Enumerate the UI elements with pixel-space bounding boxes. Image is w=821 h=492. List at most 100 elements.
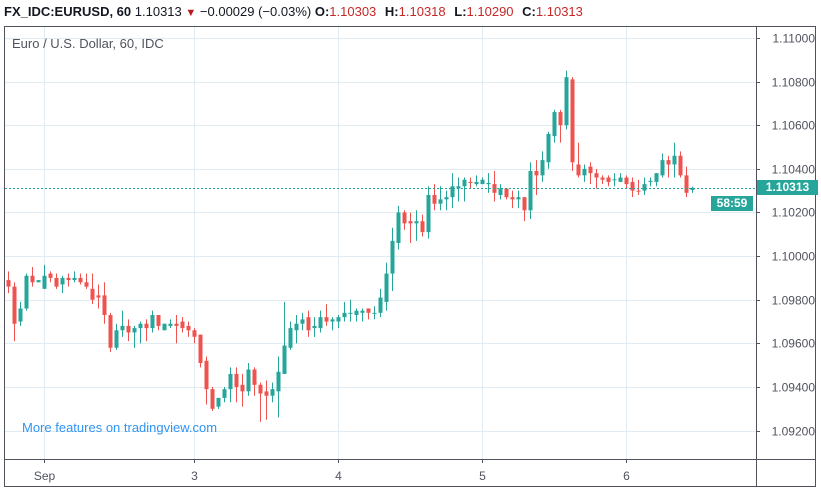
candle-up[interactable]	[546, 133, 551, 163]
candle-down[interactable]	[54, 277, 59, 287]
candle-down[interactable]	[90, 288, 95, 300]
candle-down[interactable]	[594, 173, 599, 178]
candle-down[interactable]	[600, 177, 605, 180]
candle-down[interactable]	[534, 171, 539, 176]
candle-up[interactable]	[462, 179, 467, 187]
candle-up[interactable]	[672, 155, 677, 165]
candle-up[interactable]	[288, 328, 293, 348]
candle-up[interactable]	[618, 177, 623, 182]
candle-down[interactable]	[684, 175, 689, 193]
candle-down[interactable]	[588, 166, 593, 174]
candle-down[interactable]	[102, 295, 107, 315]
candle-down[interactable]	[420, 221, 425, 233]
candle-up[interactable]	[216, 397, 221, 407]
candle-up[interactable]	[36, 280, 41, 283]
candle-up[interactable]	[480, 179, 485, 185]
candle-up[interactable]	[612, 179, 617, 181]
candle-down[interactable]	[108, 315, 113, 348]
candle-up[interactable]	[498, 188, 503, 195]
candle-down[interactable]	[192, 330, 197, 337]
candle-down[interactable]	[258, 384, 263, 394]
candle-up[interactable]	[228, 373, 233, 390]
candle-up[interactable]	[372, 312, 377, 314]
candle-up[interactable]	[438, 199, 443, 204]
candle-down[interactable]	[408, 221, 413, 224]
candle-up[interactable]	[414, 221, 419, 224]
candle-down[interactable]	[180, 321, 185, 329]
candle-up[interactable]	[138, 323, 143, 329]
candle-up[interactable]	[564, 77, 569, 126]
candle-up[interactable]	[294, 323, 299, 331]
candle-up[interactable]	[450, 186, 455, 198]
candle-up[interactable]	[162, 323, 167, 331]
candle-up[interactable]	[654, 173, 659, 182]
candle-down[interactable]	[84, 282, 89, 287]
candle-down[interactable]	[240, 384, 245, 392]
candle-down[interactable]	[198, 334, 203, 363]
candle-up[interactable]	[690, 187, 695, 190]
candle-up[interactable]	[648, 180, 653, 182]
candle-down[interactable]	[630, 181, 635, 191]
candle-down[interactable]	[66, 277, 71, 281]
candle-up[interactable]	[384, 273, 389, 302]
candle-down[interactable]	[204, 360, 209, 390]
candle-up[interactable]	[276, 371, 281, 392]
candle-up[interactable]	[270, 389, 275, 396]
candle-down[interactable]	[666, 160, 671, 165]
candle-up[interactable]	[300, 319, 305, 324]
candle-down[interactable]	[126, 325, 131, 333]
candle-down[interactable]	[306, 317, 311, 331]
candle-down[interactable]	[678, 155, 683, 176]
candle-down[interactable]	[624, 177, 629, 185]
candle-up[interactable]	[582, 168, 587, 176]
candle-up[interactable]	[60, 277, 65, 285]
candle-up[interactable]	[396, 212, 401, 243]
candle-up[interactable]	[474, 181, 479, 185]
candle-down[interactable]	[234, 373, 239, 387]
candle-down[interactable]	[606, 177, 611, 182]
candle-down[interactable]	[156, 315, 161, 326]
candle-down[interactable]	[174, 323, 179, 326]
candle-up[interactable]	[132, 328, 137, 333]
candle-down[interactable]	[252, 369, 257, 385]
candle-down[interactable]	[30, 275, 35, 283]
candle-up[interactable]	[444, 197, 449, 200]
candle-down[interactable]	[6, 280, 11, 287]
candle-down[interactable]	[12, 286, 17, 324]
tradingview-link[interactable]: More features on tradingview.com	[22, 420, 218, 435]
candle-down[interactable]	[510, 197, 515, 200]
candle-down[interactable]	[576, 164, 581, 176]
candle-up[interactable]	[426, 195, 431, 233]
candle-down[interactable]	[210, 389, 215, 409]
candle-up[interactable]	[150, 315, 155, 329]
candle-up[interactable]	[246, 369, 251, 392]
candle-down[interactable]	[468, 181, 473, 183]
candle-up[interactable]	[642, 184, 647, 191]
candle-up[interactable]	[348, 312, 353, 314]
candle-up[interactable]	[330, 319, 335, 322]
candle-down[interactable]	[324, 317, 329, 322]
candle-up[interactable]	[318, 317, 323, 329]
candle-up[interactable]	[24, 275, 29, 309]
candle-down[interactable]	[366, 308, 371, 313]
candle-up[interactable]	[312, 325, 317, 329]
candle-up[interactable]	[354, 310, 359, 315]
candle-up[interactable]	[378, 297, 383, 313]
candle-down[interactable]	[402, 212, 407, 224]
candle-up[interactable]	[660, 160, 665, 176]
candle-up[interactable]	[168, 323, 173, 326]
candle-down[interactable]	[48, 273, 53, 278]
candle-up[interactable]	[360, 310, 365, 313]
candle-up[interactable]	[528, 171, 533, 211]
candle-down[interactable]	[432, 195, 437, 204]
candle-up[interactable]	[516, 197, 521, 200]
candle-up[interactable]	[390, 240, 395, 274]
candle-down[interactable]	[570, 79, 575, 163]
candle-up[interactable]	[222, 389, 227, 398]
candle-down[interactable]	[96, 295, 101, 298]
candle-up[interactable]	[552, 112, 557, 137]
candle-down[interactable]	[186, 325, 191, 331]
candle-down[interactable]	[144, 323, 149, 329]
candle-up[interactable]	[42, 275, 47, 289]
